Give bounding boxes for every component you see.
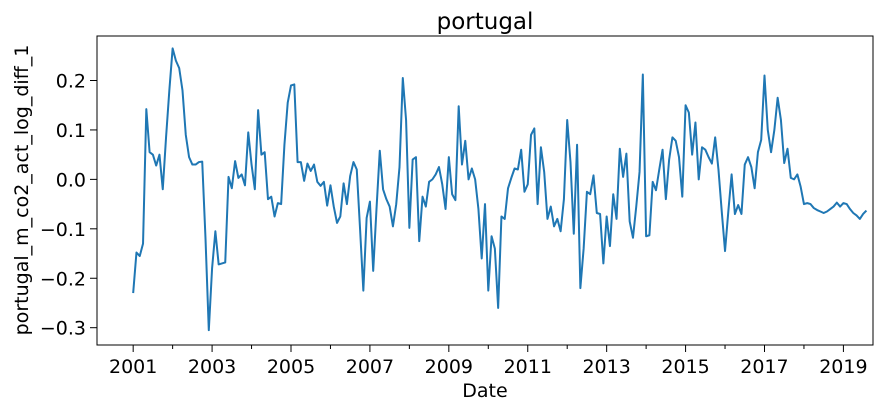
plot-frame: [96, 35, 874, 346]
x-axis-label: Date: [462, 380, 507, 402]
series-line-1: [132, 47, 868, 332]
x-tick-label: 2005: [267, 356, 315, 378]
x-tick-label: 2007: [346, 356, 394, 378]
y-axis-label: portugal_m_co2_act_log_diff_1: [11, 45, 33, 336]
y-tick-label: −0.2: [40, 268, 86, 290]
y-tick-label: −0.3: [40, 318, 86, 340]
plot-area: [96, 35, 874, 346]
y-tick-label: 0.0: [56, 169, 86, 191]
x-tick-label: 2009: [425, 356, 473, 378]
x-tick-label: 2017: [740, 356, 788, 378]
x-tick-label: 2015: [661, 356, 709, 378]
x-tick-label: 2001: [109, 356, 157, 378]
x-tick-label: 2003: [188, 356, 236, 378]
x-tick-label: 2019: [819, 356, 867, 378]
y-tick-label: 0.2: [56, 70, 86, 92]
chart-title: portugal: [437, 9, 534, 35]
x-axis: 2001 2003 2005 2007 2009 2011 2013 2015 2017 2019: [109, 345, 868, 378]
y-tick-label: −0.1: [40, 219, 86, 241]
y-axis: −0.3 −0.2 −0.1 0.0 0.1 0.2: [40, 70, 97, 340]
series-layer: [132, 47, 868, 332]
x-tick-label: 2013: [582, 356, 630, 378]
x-tick-label: 2011: [504, 356, 552, 378]
y-tick-label: 0.1: [56, 120, 86, 142]
